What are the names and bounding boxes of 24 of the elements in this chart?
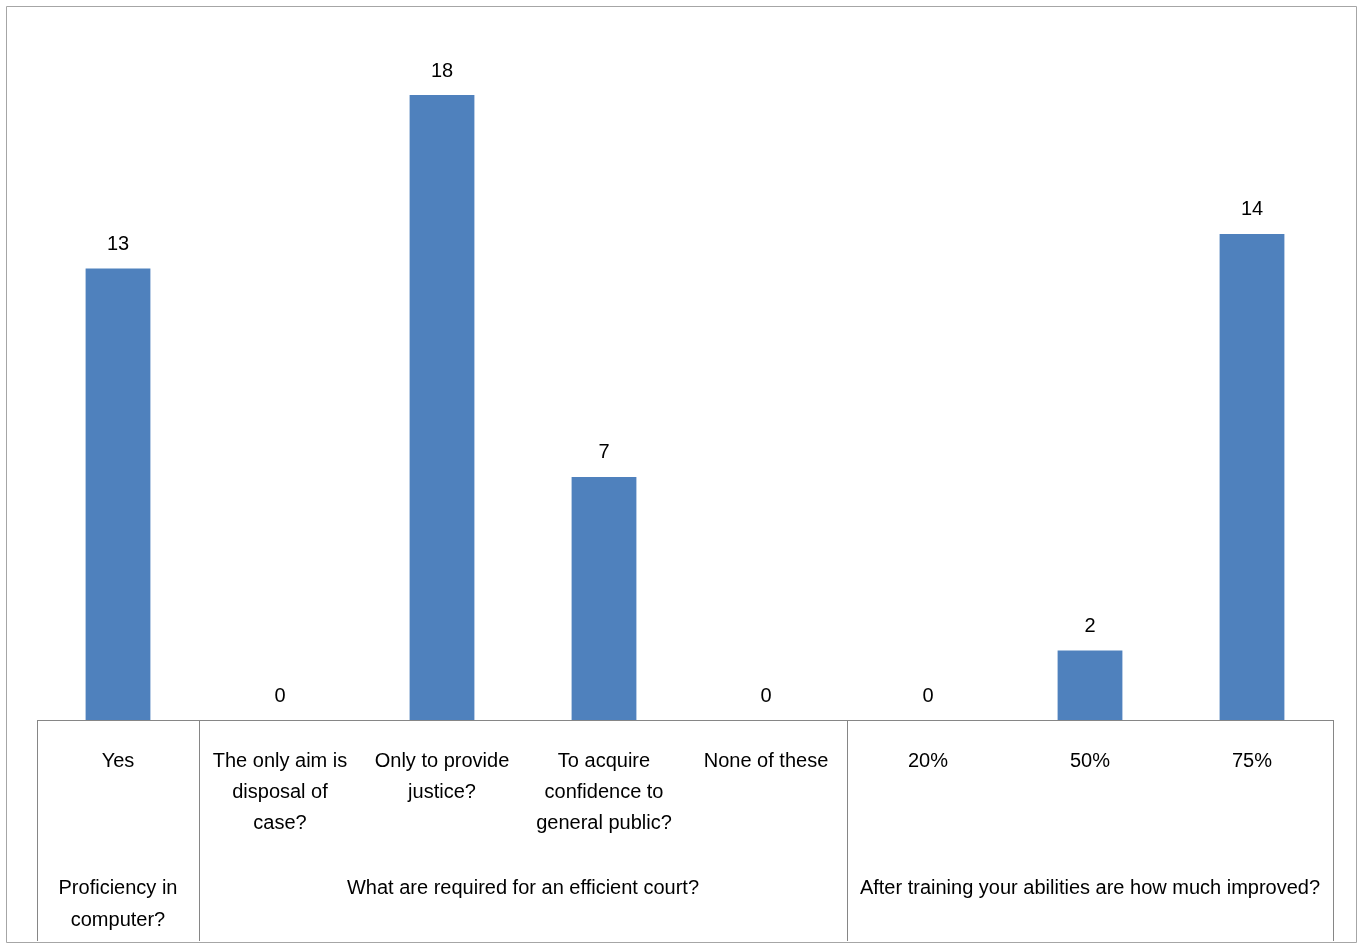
- bar: [1057, 650, 1123, 720]
- text: What are required for an efficient court?: [346, 875, 700, 898]
- x-tick-label: 20%: [907, 749, 949, 772]
- x-tick-label: 50%: [1069, 749, 1111, 772]
- data-label: 13: [106, 232, 130, 255]
- bar: [571, 476, 637, 720]
- data-label: 7: [598, 440, 610, 463]
- data-label: 2: [1084, 614, 1096, 637]
- data-label: 0: [274, 683, 286, 706]
- bar: [409, 95, 475, 720]
- x-tick-label: To acquire confidence to general public?: [536, 749, 672, 834]
- text: Proficiency in computer?: [58, 875, 178, 930]
- data-label: 0: [760, 683, 772, 706]
- data-label: 0: [922, 683, 934, 706]
- bar: [85, 268, 151, 720]
- text: After training your abilities are how much improved?: [859, 875, 1321, 898]
- data-label: 14: [1240, 197, 1264, 220]
- data-label: 18: [430, 58, 454, 81]
- x-tick-label: None of these: [703, 749, 829, 772]
- bar: [1219, 233, 1285, 720]
- x-tick-label: 75%: [1231, 749, 1273, 772]
- x-tick-label: Yes: [101, 749, 135, 772]
- x-tick-label: The only aim is disposal of case?: [212, 749, 348, 834]
- x-tick-label: Only to provide justice?: [374, 749, 510, 803]
